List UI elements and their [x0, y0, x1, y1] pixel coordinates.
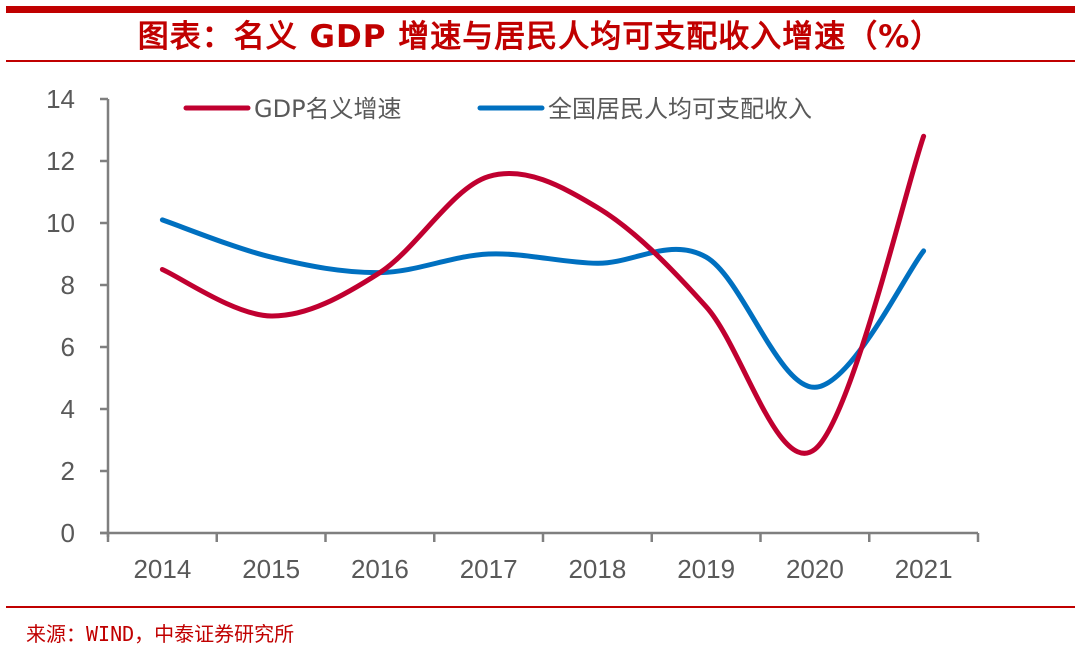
- y-tick-label: 12: [46, 146, 75, 176]
- source-note: 来源：WIND，中泰证券研究所: [26, 622, 295, 646]
- series-group: [159, 133, 927, 456]
- series-line-gdp: [159, 133, 927, 456]
- y-tick-label: 4: [61, 394, 75, 424]
- y-axis: 0 2 4 6 8 10 12 14: [46, 84, 110, 548]
- y-tick-label: 8: [61, 270, 75, 300]
- y-tick-label: 10: [46, 208, 75, 238]
- series-line-income: [159, 217, 927, 390]
- x-tick-label: 2018: [568, 554, 626, 584]
- x-tick-label: 2019: [677, 554, 735, 584]
- legend-label: 全国居民人均可支配收入: [548, 95, 812, 123]
- source-divider: [6, 606, 1075, 608]
- top-border-bar: [6, 6, 1075, 13]
- legend-item: 全国居民人均可支配收入: [477, 95, 812, 123]
- y-tick-label: 2: [61, 456, 75, 486]
- legend: GDP名义增速 全国居民人均可支配收入: [183, 95, 812, 123]
- x-tick-label: 2014: [133, 554, 191, 584]
- title-divider: [6, 60, 1075, 62]
- chart-title: 图表：名义 GDP 增速与居民人均可支配收入增速（%）: [137, 19, 943, 55]
- x-tick-label: 2020: [786, 554, 844, 584]
- y-tick-label: 0: [61, 518, 75, 548]
- y-tick-label: 6: [61, 332, 75, 362]
- x-tick-label: 2017: [460, 554, 518, 584]
- legend-item: GDP名义增速: [183, 95, 402, 123]
- x-tick-label: 2021: [895, 554, 953, 584]
- x-tick-label: 2016: [351, 554, 409, 584]
- y-tick-label: 14: [46, 84, 75, 114]
- legend-label: GDP名义增速: [254, 95, 402, 123]
- x-axis: 2014 2015 2016 2017 2018 2019 2020 2021: [100, 531, 980, 584]
- x-tick-label: 2015: [242, 554, 300, 584]
